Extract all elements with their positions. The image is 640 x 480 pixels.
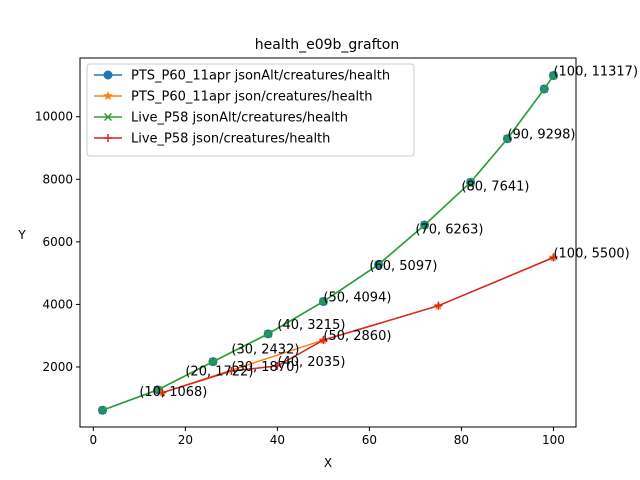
series-2-point-3 [264, 329, 273, 338]
legend-label-1: PTS_P60_11apr json/creatures/health [131, 90, 372, 105]
series-3-point-5 [549, 253, 558, 262]
legend-entry-3: Live_P58 json/creatures/health [94, 132, 330, 147]
annotation-8: (60, 5097) [369, 259, 437, 274]
legend-label-2: Live_P58 jsonAlt/creatures/health [131, 111, 348, 126]
x-tick-label-4: 80 [454, 433, 469, 447]
series-2-point-10 [549, 71, 558, 80]
y-axis-label: Y [17, 228, 26, 242]
plot-area-frame [79, 57, 577, 428]
legend-entry-1: PTS_P60_11apr json/creatures/health [94, 90, 372, 105]
series-3-point-2 [273, 361, 282, 370]
legend-label-3: Live_P58 json/creatures/health [131, 132, 330, 147]
legend: PTS_P60_11apr jsonAlt/creatures/health PT… [86, 63, 415, 157]
annotation-0: (10, 1068) [139, 385, 207, 400]
annotation-11: (90, 9298) [507, 128, 575, 143]
x-axis-ticks: 0 20 40 60 80 100 [90, 427, 565, 447]
legend-frame [86, 63, 415, 157]
series-3 [158, 253, 558, 397]
legend-marker-1 [103, 90, 113, 101]
series-3-point-3 [319, 336, 328, 345]
series-2-point-5 [374, 260, 383, 269]
annotation-3: (30, 2432) [231, 342, 299, 357]
legend-entry-2: Live_P58 jsonAlt/creatures/health [94, 111, 348, 126]
legend-marker-3 [104, 134, 112, 142]
x-tick-label-3: 60 [362, 433, 377, 447]
series-2-point-2 [208, 357, 218, 366]
series-2-point-6 [420, 220, 429, 229]
annotation-13: (100, 5500) [553, 246, 629, 261]
series-2-point-4 [319, 297, 328, 306]
series-3-point-4 [434, 301, 443, 310]
legend-marker-0 [103, 70, 113, 80]
series-3-point-1 [227, 367, 236, 376]
annotation-1: (20, 1722) [185, 365, 253, 380]
x-tick-label-1: 20 [178, 433, 193, 447]
series-line-3 [162, 256, 554, 394]
series-2-point-0 [98, 406, 107, 415]
series-2 [98, 71, 558, 415]
annotation-5: (40, 3215) [277, 318, 345, 333]
series-layer [98, 71, 559, 415]
series-2-point-9 [540, 84, 549, 94]
series-2-point-8 [503, 134, 512, 143]
y-axis-ticks: 2000 4000 6000 8000 10000 [35, 110, 80, 374]
legend-entry-0: PTS_P60_11apr jsonAlt/creatures/health [94, 69, 390, 84]
legend-label-0: PTS_P60_11apr jsonAlt/creatures/health [131, 69, 390, 84]
y-tick-label-4: 10000 [35, 110, 73, 124]
annotation-2: (30, 1870) [231, 360, 299, 375]
x-axis-label: X [324, 456, 332, 470]
series-3-point-0 [158, 388, 167, 397]
y-tick-label-2: 6000 [42, 235, 73, 249]
annotation-4: (40, 2035) [277, 355, 345, 370]
legend-marker-2 [103, 112, 113, 122]
y-tick-label-3: 8000 [42, 172, 73, 186]
x-tick-label-5: 100 [542, 433, 565, 447]
series-2-point-7 [466, 178, 475, 187]
annotation-9: (70, 6263) [415, 223, 483, 238]
annotation-10: (80, 7641) [461, 180, 529, 195]
y-tick-label-0: 2000 [42, 360, 73, 374]
annotation-layer: (10, 1068) (20, 1722)(30, 1870) (30, 2432)… [139, 65, 638, 401]
x-tick-label-2: 40 [270, 433, 285, 447]
chart-title: health_e09b_grafton [255, 37, 399, 53]
annotation-12: (100, 11317) [553, 65, 638, 80]
annotation-7: (50, 4094) [323, 290, 391, 305]
y-tick-label-1: 4000 [42, 297, 73, 311]
annotation-6: (50, 2860) [323, 329, 391, 344]
x-tick-label-0: 0 [90, 433, 98, 447]
